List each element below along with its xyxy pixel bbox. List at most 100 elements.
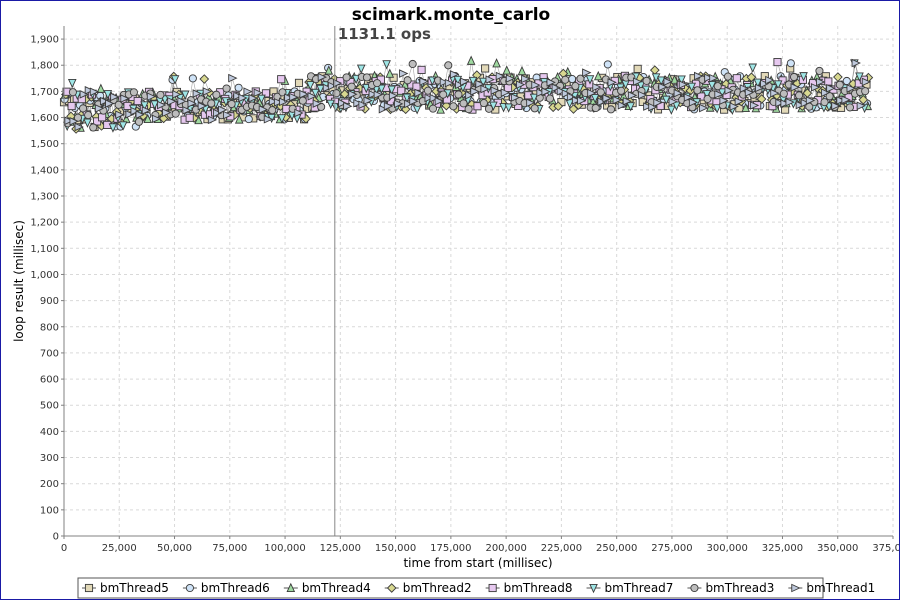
data-point (151, 114, 162, 124)
data-point (140, 101, 149, 111)
data-point (244, 115, 253, 124)
data-point (114, 100, 123, 109)
y-tick-label: 1,900 (30, 35, 59, 46)
data-point (568, 104, 579, 114)
data-point (568, 75, 577, 84)
data-point (253, 88, 263, 98)
legend-item-bmThread5: bmThread5 (82, 581, 169, 595)
legend-marker (84, 583, 94, 593)
legend-marker (690, 583, 699, 593)
data-point (94, 104, 105, 113)
data-point (84, 111, 93, 120)
y-tick-label: 500 (40, 401, 59, 412)
data-point (399, 69, 409, 78)
data-point (478, 77, 488, 88)
legend-marker (386, 583, 397, 593)
data-point (571, 96, 582, 105)
data-point (670, 74, 679, 84)
data-point (755, 83, 765, 93)
data-point (734, 97, 744, 106)
legend-label: bmThread5 (100, 581, 169, 595)
data-point (622, 96, 633, 106)
data-point (617, 86, 626, 95)
data-point (561, 75, 570, 84)
legend-item-bmThread2: bmThread2 (384, 581, 472, 595)
data-point (118, 121, 128, 131)
data-point (633, 64, 642, 73)
data-point (786, 59, 795, 68)
y-tick-label: 1,800 (30, 61, 59, 72)
data-point (234, 83, 243, 92)
data-point (453, 75, 463, 86)
data-point (468, 76, 478, 87)
data-point (503, 83, 513, 93)
data-point (592, 82, 602, 92)
x-tick-label: 100,000 (264, 543, 305, 554)
data-point (84, 86, 95, 95)
data-point (678, 80, 689, 89)
data-point (485, 75, 495, 84)
data-point (332, 89, 341, 98)
data-point (327, 81, 338, 91)
data-point (717, 88, 727, 98)
data-point (473, 102, 482, 111)
data-point (739, 84, 750, 93)
data-point (414, 88, 424, 98)
data-point (724, 86, 734, 95)
data-point (517, 65, 527, 76)
data-point (841, 95, 851, 105)
data-point (582, 68, 592, 77)
data-point (587, 88, 597, 98)
data-point (661, 95, 671, 106)
y-tick-label: 0 (53, 532, 59, 543)
data-point (361, 83, 371, 94)
data-point (612, 95, 622, 105)
data-point (273, 98, 284, 107)
y-tick-label: 700 (40, 348, 59, 359)
data-point (347, 82, 356, 91)
data-point (663, 77, 673, 86)
data-point (571, 82, 580, 91)
data-point (658, 82, 668, 92)
data-point (268, 97, 279, 106)
data-point (382, 60, 391, 70)
data-point (846, 84, 856, 93)
x-tick-label: 0 (61, 543, 67, 554)
data-point (490, 86, 500, 95)
data-point (64, 116, 74, 126)
data-point (212, 108, 223, 118)
data-point (638, 90, 648, 100)
data-point (79, 90, 89, 99)
data-point (115, 110, 125, 119)
data-point (150, 100, 160, 110)
data-point (699, 103, 709, 113)
data-point (546, 78, 556, 87)
data-point (495, 71, 506, 81)
legend-label: bmThread1 (806, 581, 875, 595)
data-point (479, 99, 488, 108)
data-point (531, 80, 541, 90)
data-point (577, 96, 587, 106)
data-point (103, 90, 113, 100)
data-point (187, 99, 197, 108)
x-tick-label: 150,000 (375, 543, 416, 554)
data-point (648, 102, 658, 112)
data-point (536, 88, 546, 98)
data-point (590, 94, 600, 104)
data-point (294, 108, 304, 118)
data-point (723, 72, 732, 81)
data-point (602, 94, 612, 103)
data-point (835, 80, 844, 89)
data-point (368, 90, 378, 99)
data-point (339, 89, 350, 99)
y-tick-label: 1,400 (30, 165, 59, 176)
legend-label: bmThread3 (705, 581, 774, 595)
data-point (810, 83, 821, 92)
data-point (521, 74, 531, 84)
y-tick-label: 300 (40, 453, 59, 464)
data-point (824, 77, 833, 86)
data-point (735, 104, 744, 113)
x-tick-label: 375,000 (872, 543, 899, 554)
data-point (185, 113, 194, 122)
data-point (108, 123, 118, 133)
